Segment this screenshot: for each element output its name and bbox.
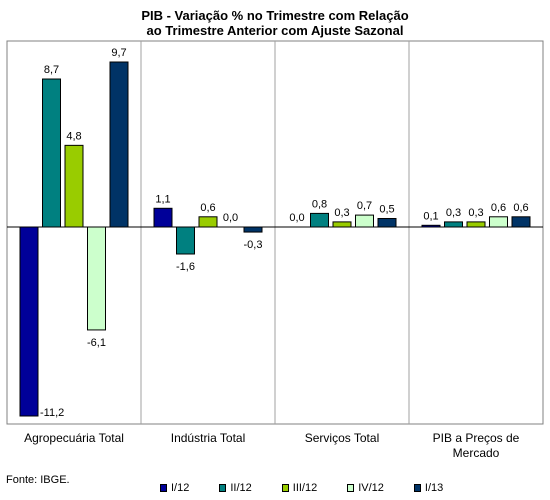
bar-I-13-3: [377, 217, 397, 228]
bar-III-12-2: [198, 216, 218, 228]
data-label: 0,3: [446, 207, 461, 219]
chart-title: PIB - Variação % no Trimestre com Relaçã…: [0, 8, 550, 38]
legend-item: II/12: [219, 482, 252, 494]
bar-I-12-1: [19, 226, 39, 417]
bar-III-12-1: [64, 144, 84, 228]
bar-I-13-2: [243, 226, 263, 233]
bar-I-13-4: [511, 216, 531, 228]
legend-swatch: [219, 484, 227, 492]
data-label: 4,8: [66, 130, 81, 142]
legend-label: IV/12: [358, 482, 384, 494]
legend-item: I/12: [160, 482, 189, 494]
chart-title-line-2: ao Trimestre Anterior com Ajuste Sazonal: [146, 23, 404, 38]
legend-item: IV/12: [347, 482, 384, 494]
legend-swatch: [160, 484, 167, 492]
bar-II-12-4: [444, 221, 463, 228]
data-label: 0,7: [357, 200, 372, 212]
legend-label: II/12: [230, 482, 252, 494]
data-label: -6,1: [87, 337, 106, 349]
bar-I-12-2: [153, 207, 173, 228]
data-label: 0,6: [491, 202, 506, 214]
legend-item: III/12: [281, 482, 318, 494]
bar-IV-12-1: [87, 226, 106, 331]
data-label: -1,6: [176, 261, 195, 273]
category-label: Serviços Total: [305, 431, 379, 445]
legend-swatch: [413, 484, 421, 492]
bar-IV-12-4: [489, 216, 508, 228]
bar-IV-12-3: [355, 214, 374, 228]
category-label: Mercado: [453, 446, 500, 460]
source-note: Fonte: IBGE.: [6, 474, 70, 486]
data-label: 0,0: [289, 212, 304, 224]
bar-I-13-1: [109, 61, 129, 228]
legend-swatch: [281, 484, 289, 492]
data-label: 0,6: [513, 202, 528, 214]
legend-item: I/13: [413, 482, 444, 494]
data-label: 0,5: [379, 203, 394, 215]
bar-II-12-2: [176, 226, 195, 255]
category-label: PIB a Preços de: [433, 431, 520, 445]
bar-III-12-3: [332, 221, 352, 228]
data-label: 9,7: [111, 47, 126, 59]
data-label: -11,2: [40, 407, 64, 419]
chart-title-line-1: PIB - Variação % no Trimestre com Relaçã…: [141, 8, 409, 23]
data-label: 0,3: [334, 207, 349, 219]
legend-swatch: [347, 484, 355, 492]
data-label: 1,1: [155, 193, 170, 205]
data-label: 0,1: [423, 210, 438, 222]
bar-III-12-4: [466, 221, 486, 228]
data-label: 0,6: [200, 202, 215, 214]
data-label: 8,7: [44, 64, 59, 76]
legend-label: III/12: [292, 482, 318, 494]
category-label: Indústria Total: [171, 431, 246, 445]
bar-I-12-4: [421, 224, 441, 228]
data-label: -0,3: [244, 239, 263, 251]
chart-legend: I/12 II/12 III/12 IV/12 I/13: [160, 481, 443, 495]
data-label: 0,8: [312, 198, 327, 210]
category-label: Agropecuária Total: [24, 431, 124, 445]
bar-chart: -11,2 8,7 4,8 -6,1 9,7 Agropecuária Total 1,1 -…: [6, 40, 544, 460]
bar-II-12-3: [310, 212, 329, 228]
legend-label: I/12: [171, 482, 190, 494]
data-label: 0,3: [468, 207, 483, 219]
bar-II-12-1: [42, 78, 61, 228]
legend-label: I/13: [424, 482, 444, 494]
data-label: 0,0: [223, 212, 238, 224]
